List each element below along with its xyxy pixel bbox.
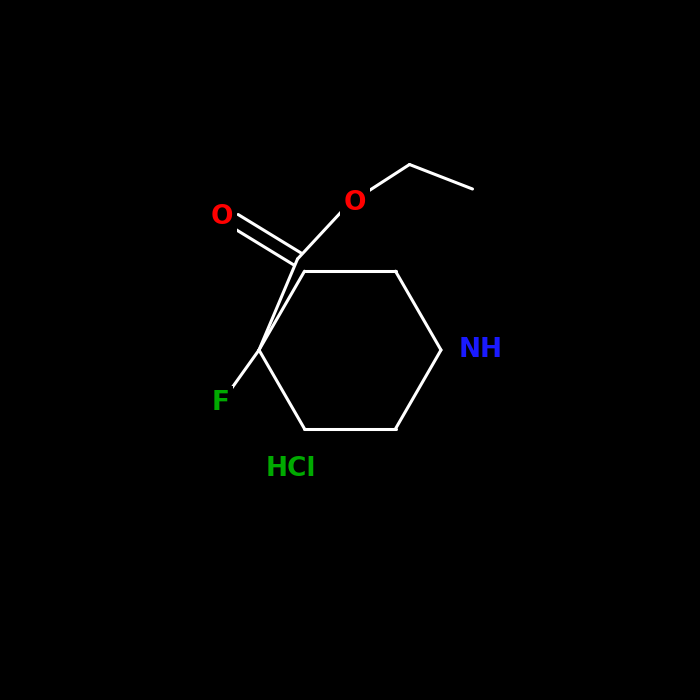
Text: NH: NH (458, 337, 503, 363)
Text: O: O (344, 190, 366, 216)
Text: F: F (211, 389, 230, 416)
Text: O: O (211, 204, 233, 230)
Text: HCl: HCl (265, 456, 316, 482)
